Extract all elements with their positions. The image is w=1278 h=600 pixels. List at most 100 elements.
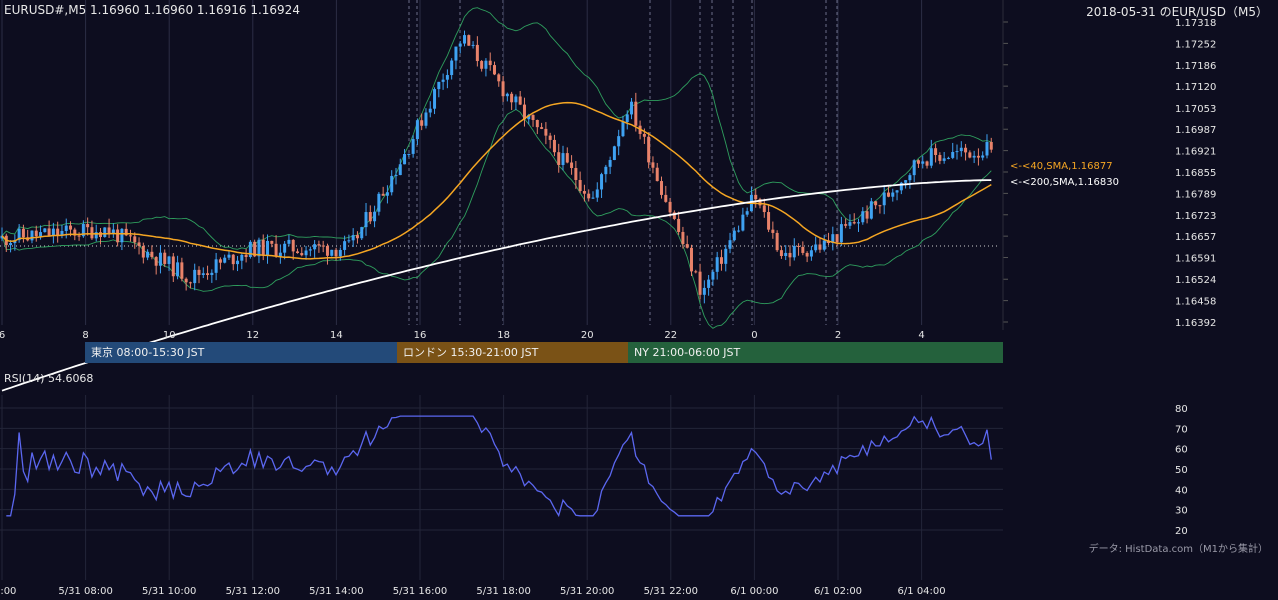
moving-averages [1, 101, 992, 392]
candle [475, 36, 479, 67]
hour-tick-label: 16 [414, 330, 427, 341]
candle [450, 58, 454, 80]
candle [732, 227, 736, 242]
candle [347, 234, 351, 244]
candle [34, 225, 38, 242]
candle [647, 132, 651, 169]
candle [707, 275, 711, 296]
candle [989, 137, 993, 153]
candle [621, 115, 625, 138]
upper-band [1, 7, 992, 250]
candle [929, 139, 933, 169]
candle [698, 263, 702, 300]
time-tick-label: 6/1 00:00 [730, 586, 778, 597]
candle [120, 228, 124, 251]
candle [51, 222, 55, 244]
candle [779, 245, 783, 259]
candle [946, 156, 950, 160]
candle [360, 226, 364, 241]
time-tick-label: 06:00 [0, 586, 16, 597]
rsi-line [6, 415, 992, 518]
time-tick-label: 5/31 22:00 [644, 586, 698, 597]
candle [218, 257, 222, 270]
candle [424, 108, 428, 129]
candle [291, 239, 295, 260]
rsi-label: RSI(14) 54.6068 [4, 372, 94, 385]
time-tick-label: 5/31 16:00 [393, 586, 447, 597]
rsi-tick-label: 40 [1175, 485, 1188, 496]
candle [959, 141, 963, 157]
candle [540, 122, 544, 130]
candle [745, 207, 749, 217]
candle [754, 188, 758, 208]
candle [415, 118, 419, 145]
candle [762, 198, 766, 218]
candle [385, 185, 389, 204]
candle [355, 231, 359, 244]
candle [861, 207, 865, 225]
candle [719, 249, 723, 271]
rsi-grid [0, 407, 1003, 531]
rsi-tick-label: 50 [1175, 465, 1188, 476]
price-tick-label: 1.17318 [1175, 18, 1216, 29]
candle [497, 73, 501, 87]
candle [848, 214, 852, 230]
candle [0, 227, 4, 242]
candle [711, 269, 715, 286]
candle [270, 240, 274, 248]
candle [351, 228, 355, 247]
candle [651, 156, 655, 174]
candle [741, 207, 745, 232]
candle [681, 226, 685, 249]
candle [261, 234, 265, 261]
candle [77, 232, 81, 241]
candle [150, 245, 154, 260]
candle [308, 246, 312, 257]
candle [775, 230, 779, 252]
candle [420, 113, 424, 131]
candle [317, 240, 321, 253]
candle [771, 221, 775, 239]
candle [630, 97, 634, 120]
candle [411, 135, 415, 158]
candle [604, 164, 608, 183]
candle [968, 150, 972, 159]
hour-tick-label: 12 [246, 330, 259, 341]
candle [167, 255, 171, 271]
candle [608, 156, 612, 175]
candle [47, 220, 51, 237]
hour-tick-label: 2 [835, 330, 841, 341]
rsi-tick-label: 70 [1175, 424, 1188, 435]
candle [865, 205, 869, 224]
candle [574, 160, 578, 189]
candle [942, 151, 946, 164]
candle [544, 122, 548, 145]
candle [951, 142, 955, 160]
price-tick-label: 1.16524 [1175, 275, 1216, 286]
candle [180, 257, 184, 282]
candle [278, 244, 282, 264]
candle [514, 94, 518, 111]
candle [30, 230, 34, 244]
candle [548, 132, 552, 149]
candle [822, 234, 826, 252]
candle [908, 173, 912, 189]
candle [938, 152, 942, 165]
candle [390, 170, 394, 196]
candle [321, 240, 325, 253]
sma200-line [1, 179, 992, 392]
candle [103, 227, 107, 238]
candle [381, 186, 385, 196]
time-tick-label: 5/31 18:00 [476, 586, 530, 597]
candle [886, 185, 890, 198]
candle [617, 129, 621, 156]
candle [325, 243, 329, 265]
hour-axis: 6 8 10 12 14 16 18 20 22 0 2 4 [0, 330, 925, 341]
candle [266, 234, 270, 264]
candle [839, 216, 843, 247]
candle [600, 172, 604, 198]
candle [368, 205, 372, 225]
candle [792, 238, 796, 261]
candle [313, 240, 317, 258]
